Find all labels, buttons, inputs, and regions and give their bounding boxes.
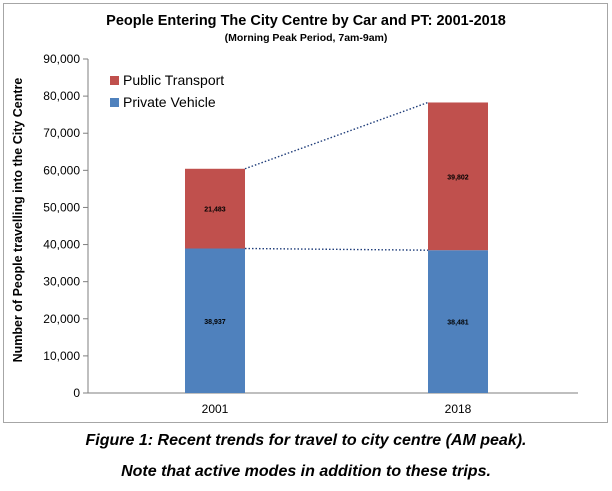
figure-caption-note: Note that active modes in addition to th… bbox=[121, 463, 491, 480]
x-tick-label: 2018 bbox=[445, 402, 472, 416]
y-tick-label: 10,000 bbox=[43, 349, 80, 363]
y-tick-label: 90,000 bbox=[43, 52, 80, 66]
y-tick-label: 80,000 bbox=[43, 89, 80, 103]
figure-caption-line-1: Figure 1: Recent trends for travel to ci… bbox=[85, 432, 527, 449]
trend-line-total bbox=[244, 101, 429, 170]
data-label: 21,483 bbox=[204, 207, 226, 214]
legend-label: Public Transport bbox=[123, 72, 224, 88]
data-label: 39,802 bbox=[447, 174, 469, 181]
y-tick-label: 50,000 bbox=[43, 200, 80, 214]
y-tick-label: 20,000 bbox=[43, 312, 80, 326]
legend-swatch bbox=[110, 76, 119, 85]
trend-line-private-vehicle bbox=[244, 247, 429, 251]
y-tick-label: 0 bbox=[73, 386, 80, 400]
y-tick-label: 70,000 bbox=[43, 126, 80, 140]
data-label: 38,937 bbox=[204, 319, 226, 326]
y-tick-label: 40,000 bbox=[43, 238, 80, 252]
data-label: 38,481 bbox=[447, 320, 469, 327]
legend-label: Private Vehicle bbox=[123, 94, 216, 110]
bar-public-transport bbox=[185, 168, 245, 249]
y-tick-label: 60,000 bbox=[43, 163, 80, 177]
legend-swatch bbox=[110, 98, 119, 107]
y-tick-label: 30,000 bbox=[43, 275, 80, 289]
bar-public-transport bbox=[428, 102, 488, 251]
bar-private-vehicle bbox=[185, 248, 245, 393]
chart-subtitle: (Morning Peak Period, 7am-9am) bbox=[224, 32, 388, 44]
chart-plot: 0 10,000 20,000 30,000 40,000 50,000 60,000 70,… bbox=[43, 52, 578, 416]
chart-frame bbox=[3, 3, 608, 423]
chart-title: People Entering The City Centre by Car a… bbox=[106, 13, 506, 29]
bar-private-vehicle bbox=[428, 250, 488, 393]
x-tick-label: 2001 bbox=[202, 402, 229, 416]
